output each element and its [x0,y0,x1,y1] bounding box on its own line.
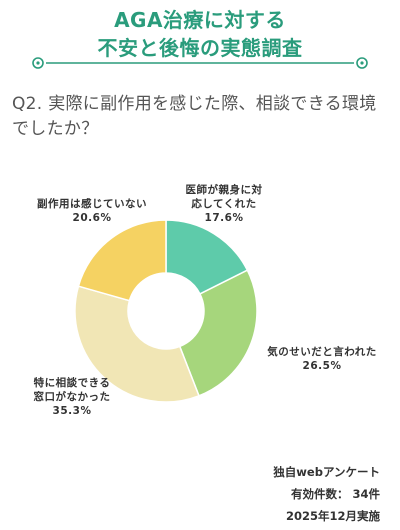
divider-left-dot-icon [36,61,40,65]
slice-value-label-4: 20.6% [73,212,112,224]
slice-category-label-2: 気のせいだと言われた [266,345,376,358]
divider-right-dot-icon [360,61,364,65]
question-line-1: Q2. 実際に副作用を感じた際、相談できる環境 [12,94,377,114]
title-line-1: AGA治療に対する [114,8,286,32]
title-block: AGA治療に対する 不安と後悔の実態調査 [0,6,400,62]
donut-slice-3 [74,285,200,403]
slice-category-label-1: 医師が親身に対 [186,183,263,196]
slice-category-label-1: 応してくれた [191,197,256,210]
slice-category-label-3: 窓口がなかった [34,390,111,403]
donut-slice-4 [77,219,167,302]
decorative-divider [32,57,368,69]
footer-sample-size: 有効件数： 34件 [290,487,380,501]
slice-category-label-3: 特に相談できる [34,376,111,389]
question-text: Q2. 実際に副作用を感じた際、相談できる環境 でしたか？ [12,92,392,142]
slice-value-label-2: 26.5% [303,360,342,372]
slice-value-label-1: 17.6% [205,212,244,224]
slice-value-label-3: 35.3% [53,405,92,417]
survey-footer: 独自webアンケート 有効件数： 34件 2025年12月実施 [273,461,380,527]
footer-source: 独自webアンケート [273,465,380,479]
footer-date: 2025年12月実施 [285,509,380,523]
title-line-2: 不安と後悔の実態調査 [97,36,303,60]
donut-slice-2 [178,269,258,397]
divider-right-swirl-icon [356,57,368,69]
divider-left-swirl-icon [32,57,44,69]
slice-category-label-4: 副作用は感じていない [37,197,147,210]
question-line-2: でしたか？ [12,119,99,139]
